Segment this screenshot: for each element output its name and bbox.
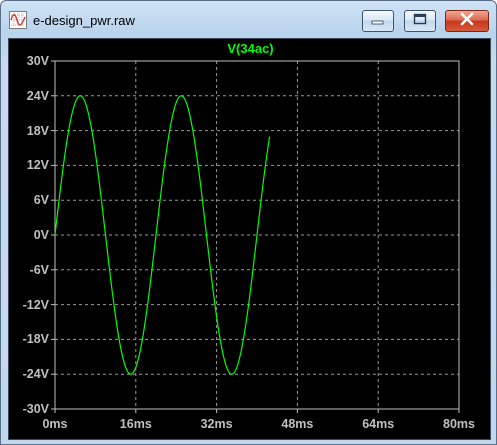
x-tick-label: 64ms — [362, 417, 395, 431]
x-tick-label: 0ms — [42, 417, 68, 431]
waveform-icon[interactable] — [9, 11, 27, 29]
close-icon — [459, 12, 475, 31]
maximize-icon — [413, 12, 427, 30]
waveform-plot[interactable] — [9, 39, 492, 441]
y-tick-label: 18V — [26, 123, 49, 138]
y-tick-label: -12V — [22, 297, 49, 312]
window-title: e-design_pwr.raw — [33, 13, 135, 28]
series-line — [54, 95, 271, 375]
minimize-icon — [371, 12, 385, 30]
y-tick-label: 12V — [26, 158, 49, 173]
x-tick-label: 48ms — [281, 417, 314, 431]
y-tick-label: -18V — [22, 332, 49, 347]
y-tick-label: 6V — [33, 193, 49, 208]
x-tick-label: 16ms — [119, 417, 152, 431]
y-tick-label: -30V — [22, 402, 49, 416]
y-tick-label: 0V — [33, 228, 49, 242]
x-tick-label: 80ms — [443, 417, 475, 431]
x-tick-label: 32ms — [200, 417, 233, 431]
maximize-button[interactable] — [404, 10, 436, 32]
y-tick-label: -6V — [29, 262, 49, 277]
title-bar[interactable]: e-design_pwr.raw — [1, 1, 496, 37]
y-tick-label: -24V — [22, 367, 49, 382]
plot-pane[interactable]: V(34ac) 30V 24V 18V 12V 6V 0V -6V -12V -18V -24V -… — [8, 38, 491, 440]
y-tick-label: 24V — [26, 88, 49, 103]
y-tick-label: 30V — [26, 54, 49, 68]
trace-title[interactable]: V(34ac) — [227, 41, 274, 56]
minimize-button[interactable] — [362, 10, 394, 32]
close-button[interactable] — [445, 10, 489, 32]
